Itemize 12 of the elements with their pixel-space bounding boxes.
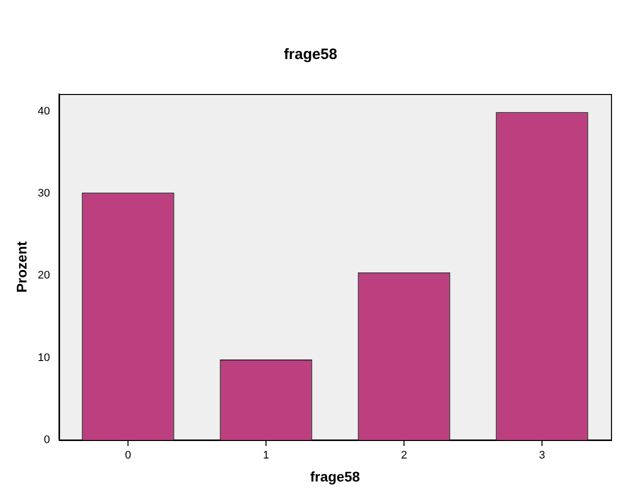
x-tick-label: 0: [124, 450, 132, 462]
x-tick-label: 3: [538, 450, 546, 462]
y-tick-label: 10: [38, 352, 50, 364]
chart-title: frage58: [284, 46, 338, 64]
y-tick-label: 40: [38, 105, 50, 118]
x-tick-label: 1: [262, 450, 270, 462]
y-tick-label: 20: [38, 270, 50, 282]
x-tick-label: 2: [400, 450, 408, 462]
x-axis-title: frage58: [310, 468, 360, 484]
y-tick-label: 30: [38, 187, 50, 200]
y-axis-title: Prozent: [13, 240, 30, 293]
y-tick-label: 0: [44, 434, 50, 446]
